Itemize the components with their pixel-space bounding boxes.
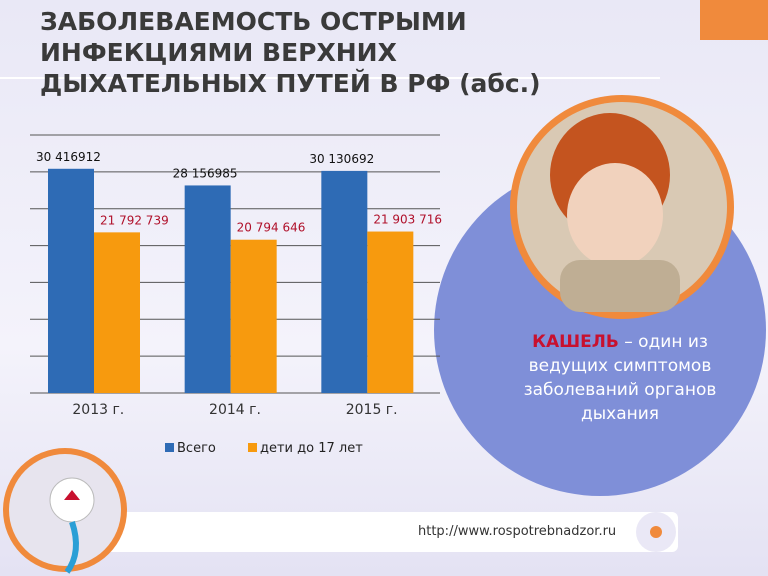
caption-text: – один из ведущих симптомов заболеваний … <box>523 332 717 424</box>
footer-dot <box>650 526 662 538</box>
x-tick-label: 2015 г. <box>346 402 398 418</box>
x-tick-label: 2013 г. <box>72 402 124 418</box>
footer-bar <box>100 512 678 552</box>
slide-title: ЗАБОЛЕВАЕМОСТЬ ОСТРЫМИ ИНФЕКЦИЯМИ ВЕРХНИ… <box>40 7 541 98</box>
legend-swatch <box>165 443 174 452</box>
bar <box>94 232 140 393</box>
bar <box>230 239 277 393</box>
legend-swatch <box>248 443 257 452</box>
value-label: 28 156985 <box>173 166 238 180</box>
value-label: 20 794 646 <box>237 221 306 235</box>
value-label: 21 903 716 <box>373 213 442 227</box>
x-tick-label: 2014 г. <box>209 402 261 418</box>
caption-highlight: КАШЕЛЬ <box>532 332 619 352</box>
caption: КАШЕЛЬ – один из ведущих симптомов забол… <box>492 330 748 426</box>
corner-block <box>700 0 768 40</box>
logo-tube <box>64 521 79 574</box>
photo-face <box>567 163 663 267</box>
value-label: 30 130692 <box>309 152 374 166</box>
bar <box>321 170 368 393</box>
legend-label: дети до 17 лет <box>260 441 363 456</box>
logo-emblem <box>64 490 80 500</box>
value-label: 21 792 739 <box>100 213 169 227</box>
photo-body <box>560 260 680 312</box>
footer-url: http://www.rospotrebnadzor.ru <box>418 524 617 539</box>
bar <box>184 185 231 393</box>
legend-label: Всего <box>177 441 216 456</box>
value-label: 30 416912 <box>36 150 101 164</box>
bar <box>367 231 414 393</box>
bar <box>48 168 94 393</box>
